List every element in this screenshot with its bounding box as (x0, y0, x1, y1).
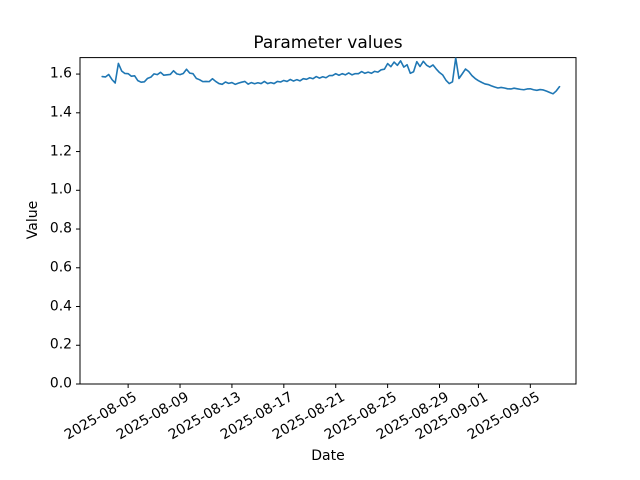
chart-title: Parameter values (253, 33, 403, 53)
y-tick-label: 0.0 (49, 375, 72, 392)
y-tick-label: 0.4 (49, 298, 72, 315)
y-tick-label: 1.4 (49, 104, 72, 121)
x-axis-label: Date (311, 448, 345, 464)
y-tick-label: 1.2 (49, 143, 72, 160)
y-tick-label: 1.0 (49, 181, 72, 198)
y-tick-label: 0.2 (49, 336, 72, 353)
y-axis-label: Value (25, 200, 41, 240)
y-tick-label: 1.6 (49, 65, 72, 82)
data-line (101, 57, 561, 95)
y-tick-label: 0.6 (49, 259, 72, 276)
axes-frame (79, 57, 577, 385)
y-tick-label: 0.8 (49, 220, 72, 237)
